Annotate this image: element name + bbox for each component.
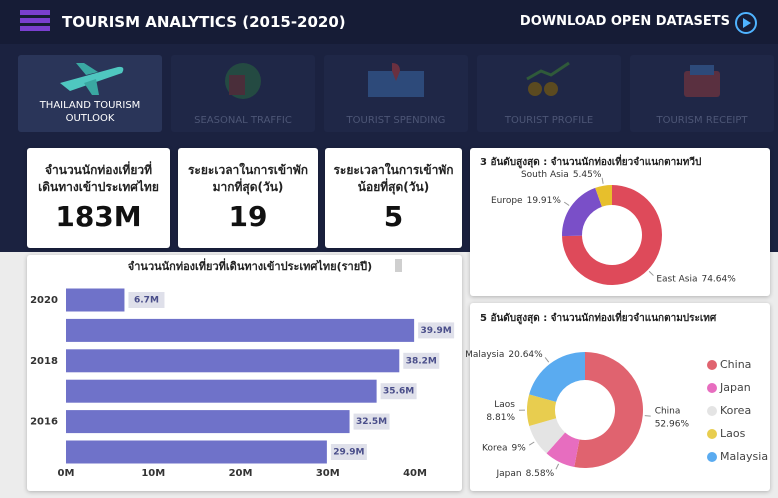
label-value: 74.64% [701,274,736,284]
label-name: Laos [494,400,515,410]
data-label: Korea 9% [482,443,526,453]
data-label: East Asia 74.64% [656,274,736,284]
donut-slice [562,188,602,236]
chart-title: 5 อันดับสูงสุด : จำนวนนักท่องเที่ยวจำแนก… [480,310,717,325]
data-label: China 52.96% [655,406,690,429]
label-value: 20.64% [508,350,543,360]
label-name: East Asia [656,274,697,284]
x-tick-label: 40M [403,468,427,479]
data-label: Japan 8.58% [495,468,554,478]
legend-marker [707,452,717,462]
label-name: Malaysia [465,350,504,360]
x-tick-label: 0M [58,468,75,479]
value-label: 32.5M [356,417,387,427]
legend-marker [707,406,717,416]
leader-line [645,416,651,417]
leader-line [649,271,653,275]
data-label: Europe 19.91% [491,195,561,205]
value-label: 39.9M [421,326,452,336]
x-tick-label: 20M [229,468,253,479]
value-label: 35.6M [383,387,414,397]
legend-label: Laos [720,427,746,440]
data-label: Malaysia 20.64% [465,350,543,360]
leader-line [602,178,603,184]
value-label: 6.7M [134,296,159,306]
label-name: Japan [495,468,521,478]
leader-line [556,464,559,469]
label-name: South Asia [521,169,569,179]
legend-marker [707,383,717,393]
value-label: 29.9M [333,448,364,458]
legend-label: China [720,358,751,371]
legend-label: Korea [720,404,751,417]
x-tick-label: 10M [141,468,165,479]
label-value: 52.96% [655,419,690,429]
label-value: 8.58% [526,468,555,478]
legend-marker [707,360,717,370]
legend-label: Japan [719,381,751,394]
label-value: 9% [512,443,527,453]
x-tick-label: 30M [316,468,340,479]
title-icon [395,259,402,272]
bar [66,410,350,433]
label-value: 5.45% [573,169,602,179]
label-name: Europe [491,195,523,205]
leader-line [564,202,569,205]
label-value: 8.81% [486,413,515,423]
label-value: 19.91% [527,195,562,205]
chart-title: จำนวนนักท่องเที่ยวที่เดินทางเข้าประเทศไท… [128,258,372,273]
bar [66,441,327,464]
chart-title: 3 อันดับสูงสุด : จำนวนนักท่องเที่ยวจำแนก… [480,154,701,169]
bar [66,319,414,342]
bar [66,289,124,312]
data-label: South Asia 5.45% [521,169,602,179]
legend-label: Malaysia [720,450,768,463]
leader-line [529,442,534,445]
label-name: Korea [482,443,508,453]
y-tick-label: 2016 [30,417,58,428]
bar [66,380,377,403]
dashboard: TOURISM ANALYTICS (2015-2020) DOWNLOAD O… [0,0,778,498]
label-name: China [655,406,681,416]
y-tick-label: 2020 [30,295,58,306]
data-label: Laos 8.81% [486,400,515,423]
y-tick-label: 2018 [30,356,58,367]
leader-line [545,357,549,362]
charts-layer: จำนวนนักท่องเที่ยวที่เดินทางเข้าประเทศไท… [0,0,778,498]
bar [66,349,399,372]
value-label: 38.2M [406,356,437,366]
legend-marker [707,429,717,439]
